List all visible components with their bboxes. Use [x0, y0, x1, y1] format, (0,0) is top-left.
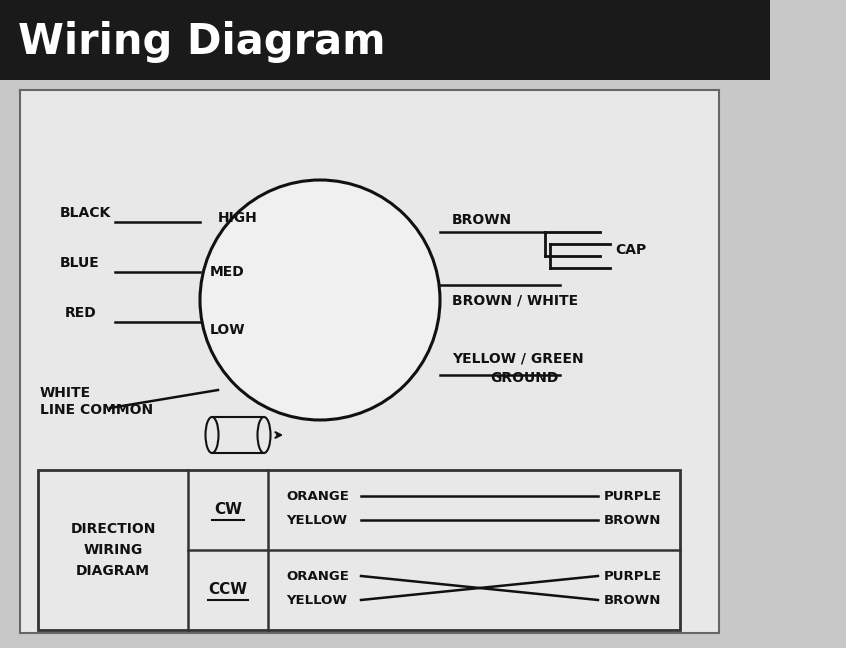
Text: ORANGE: ORANGE [286, 489, 349, 502]
Text: DIRECTION
WIRING
DIAGRAM: DIRECTION WIRING DIAGRAM [70, 522, 156, 577]
Text: WHITE: WHITE [40, 386, 91, 400]
Bar [0, 0, 770, 80]
Text: CCW: CCW [208, 583, 248, 597]
Bar [212, 417, 264, 453]
Text: BLACK: BLACK [60, 206, 112, 220]
Text: BLUE: BLUE [60, 256, 100, 270]
Text: RED: RED [65, 306, 96, 320]
Text: YELLOW: YELLOW [286, 594, 347, 607]
Text: YELLOW: YELLOW [286, 513, 347, 526]
Text: MED: MED [210, 265, 244, 279]
Text: YELLOW / GREEN: YELLOW / GREEN [452, 351, 584, 365]
Text: GROUND: GROUND [490, 371, 558, 385]
Text: CAP: CAP [615, 243, 646, 257]
Ellipse shape [206, 417, 218, 453]
Circle shape [200, 180, 440, 420]
Text: PURPLE: PURPLE [604, 570, 662, 583]
Text: PURPLE: PURPLE [604, 489, 662, 502]
Ellipse shape [257, 417, 271, 453]
Text: BROWN: BROWN [604, 513, 662, 526]
Text: LOW: LOW [210, 323, 245, 337]
Text: BROWN: BROWN [452, 213, 512, 227]
Text: BROWN / WHITE: BROWN / WHITE [452, 293, 578, 307]
Bar [38, 470, 680, 630]
Text: BROWN: BROWN [604, 594, 662, 607]
Bar [20, 90, 719, 633]
Text: LINE COMMON: LINE COMMON [40, 403, 153, 417]
Text: HIGH: HIGH [218, 211, 258, 225]
Text: ORANGE: ORANGE [286, 570, 349, 583]
Text: Wiring Diagram: Wiring Diagram [18, 21, 386, 63]
Text: CW: CW [214, 502, 242, 518]
